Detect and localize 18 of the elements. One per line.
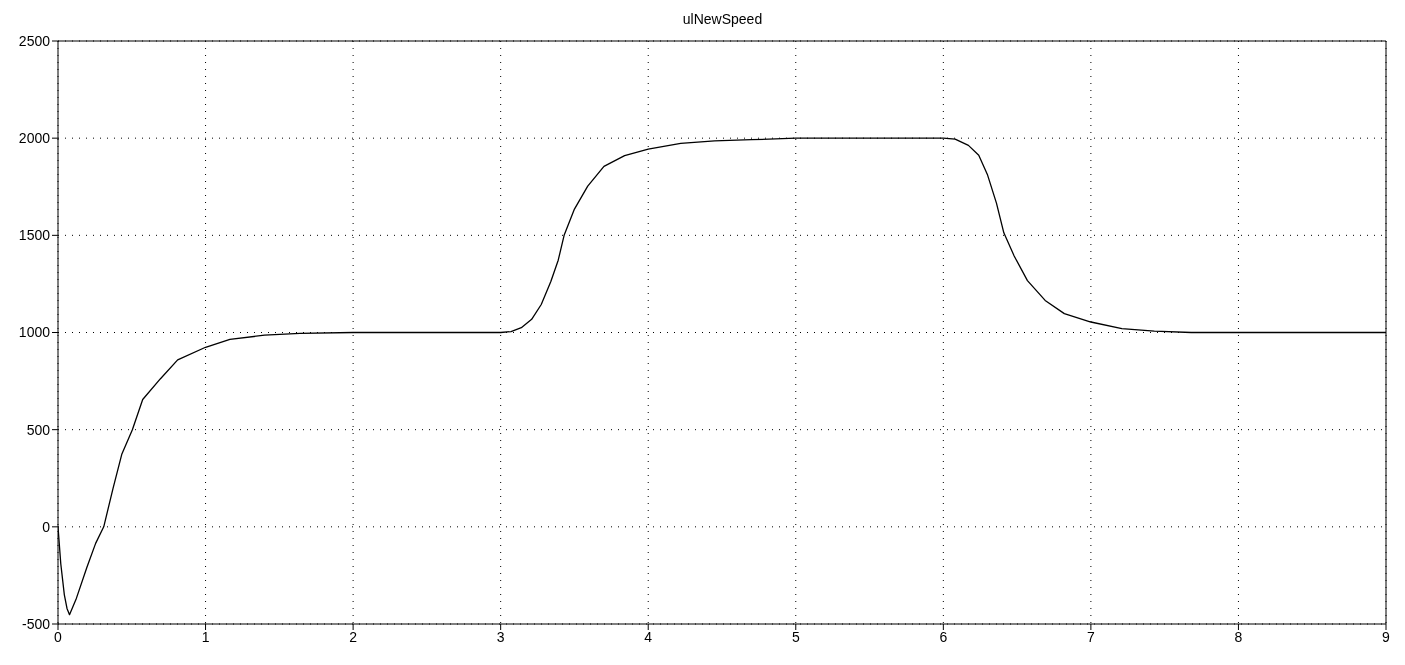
x-tick-label: 9 bbox=[1382, 628, 1391, 645]
y-tick-label: 0 bbox=[42, 518, 51, 535]
y-tick-label: 1500 bbox=[18, 227, 51, 244]
x-tick-label: 3 bbox=[496, 628, 505, 645]
x-tick-label: 1 bbox=[201, 628, 210, 645]
x-tick-label: 4 bbox=[644, 628, 653, 645]
x-tick-label: 0 bbox=[54, 628, 63, 645]
y-tick-label: -500 bbox=[21, 615, 51, 632]
y-tick-label: 1000 bbox=[18, 324, 51, 341]
y-tick-label: 500 bbox=[26, 421, 51, 438]
x-tick-label: 2 bbox=[349, 628, 358, 645]
x-tick-label: 8 bbox=[1234, 628, 1243, 645]
chart-title: ulNewSpeed bbox=[681, 10, 764, 29]
x-tick-label: 6 bbox=[939, 628, 948, 645]
x-tick-label: 7 bbox=[1086, 628, 1095, 645]
y-tick-label: 2500 bbox=[18, 32, 51, 49]
x-tick-label: 5 bbox=[791, 628, 800, 645]
y-tick-label: 2000 bbox=[18, 130, 51, 147]
